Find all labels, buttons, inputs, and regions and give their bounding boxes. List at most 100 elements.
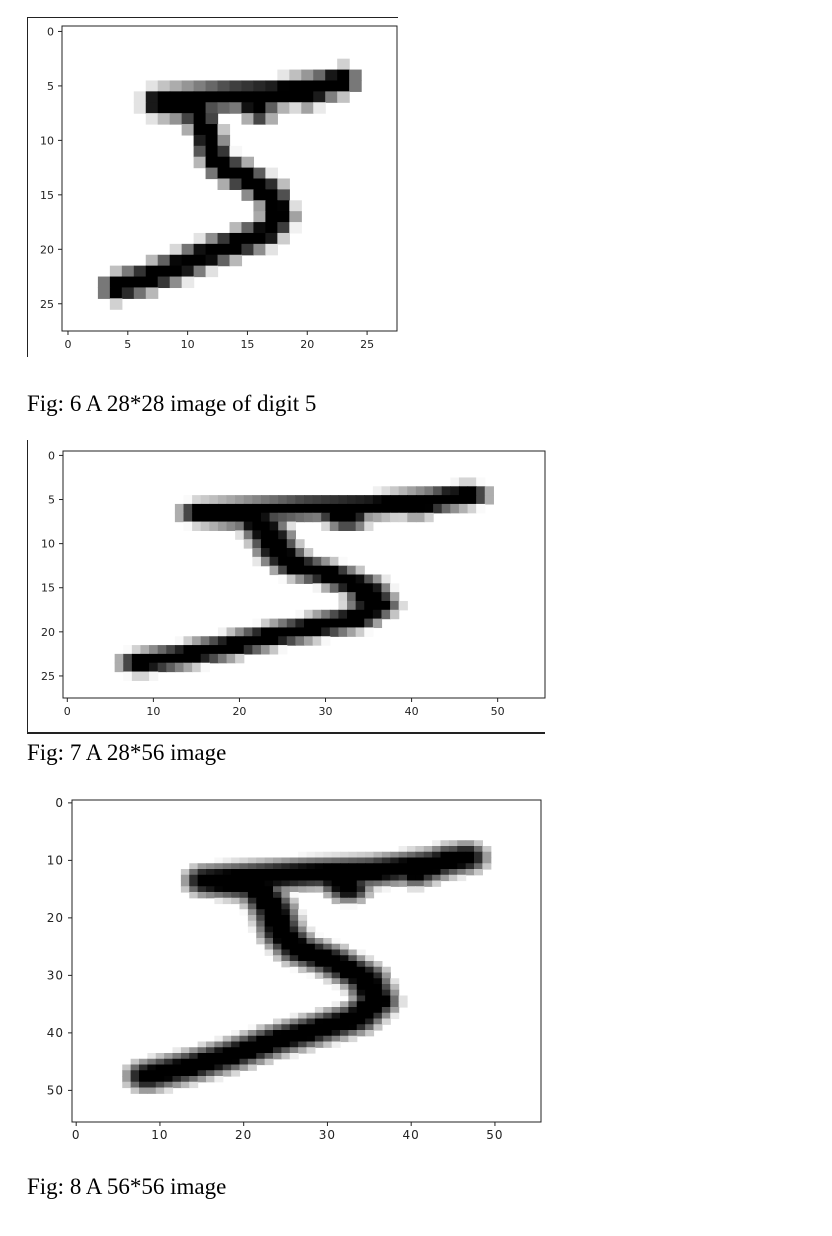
heatmap-cell bbox=[256, 897, 266, 905]
heatmap-cell bbox=[306, 863, 316, 870]
heatmap-cell bbox=[256, 869, 266, 876]
heatmap-cell bbox=[247, 926, 257, 933]
heatmap-cell bbox=[373, 869, 383, 876]
y-tick-label: 10 bbox=[40, 134, 54, 147]
heatmap-cell bbox=[157, 91, 171, 103]
heatmap-cell bbox=[197, 1047, 207, 1054]
heatmap-cell bbox=[209, 521, 219, 531]
heatmap-cell bbox=[398, 503, 408, 514]
heatmap-cell bbox=[340, 949, 349, 956]
heatmap-cell bbox=[209, 636, 219, 646]
heatmap-cell bbox=[197, 892, 207, 899]
heatmap-cell bbox=[295, 556, 305, 567]
heatmap-cell bbox=[214, 1058, 224, 1066]
heatmap-cell bbox=[323, 892, 333, 899]
heatmap-cell bbox=[222, 1035, 232, 1043]
heatmap-cell bbox=[278, 530, 288, 540]
heatmap-cell bbox=[373, 966, 383, 974]
heatmap-cell bbox=[189, 1070, 199, 1077]
heatmap-cell bbox=[314, 961, 324, 968]
heatmap-cell bbox=[260, 503, 271, 514]
heatmap-cell bbox=[197, 869, 207, 876]
heatmap-cell bbox=[247, 920, 257, 928]
heatmap-cell bbox=[289, 1030, 299, 1037]
heatmap-cell bbox=[323, 938, 333, 945]
heatmap-cell bbox=[312, 636, 322, 646]
heatmap-cell bbox=[474, 846, 483, 853]
heatmap-cell bbox=[277, 91, 290, 103]
heatmap-cell bbox=[222, 1053, 232, 1060]
heatmap-cell bbox=[180, 1064, 190, 1071]
heatmap-cell bbox=[278, 636, 288, 646]
heatmap-cell bbox=[423, 846, 433, 853]
heatmap-cell bbox=[348, 995, 358, 1002]
heatmap-cell bbox=[381, 874, 391, 882]
heatmap-cell bbox=[277, 189, 290, 201]
heatmap-cell bbox=[145, 265, 159, 278]
heatmap-cell bbox=[114, 662, 124, 673]
heatmap-cell bbox=[340, 886, 349, 893]
heatmap-cell bbox=[229, 102, 243, 114]
heatmap-cells bbox=[114, 477, 494, 681]
heatmap-cell bbox=[289, 69, 302, 82]
heatmap-cell bbox=[340, 961, 349, 968]
heatmap-cell bbox=[407, 880, 416, 887]
heatmap-cell bbox=[149, 662, 159, 673]
heatmap-cell bbox=[338, 627, 348, 637]
heatmap-cell bbox=[183, 653, 193, 664]
heatmap-cell bbox=[465, 840, 475, 847]
heatmap-cell bbox=[269, 503, 279, 514]
heatmap-cell bbox=[130, 1064, 140, 1071]
heatmap-cell bbox=[269, 521, 279, 531]
heatmap-cell bbox=[133, 102, 147, 114]
heatmap-cell bbox=[180, 874, 190, 882]
heatmap-cell bbox=[139, 1076, 148, 1083]
heatmap-cell bbox=[448, 840, 458, 847]
heatmap-cell bbox=[338, 583, 348, 593]
heatmap-cell bbox=[364, 495, 374, 505]
heatmap-cell bbox=[323, 961, 333, 968]
heatmap-cell bbox=[338, 512, 348, 523]
heatmap-cell bbox=[323, 1035, 333, 1043]
heatmap-cell bbox=[348, 874, 358, 882]
heatmap-cell bbox=[239, 863, 249, 870]
heatmap-cell bbox=[407, 486, 417, 496]
heatmap-cell bbox=[314, 938, 324, 945]
heatmap-cell bbox=[214, 1076, 224, 1083]
heatmap-cell bbox=[381, 495, 391, 505]
heatmap-cell bbox=[222, 892, 232, 899]
heatmap-cell bbox=[247, 1064, 257, 1071]
heatmap-cell bbox=[331, 1007, 341, 1014]
heatmap-cell bbox=[381, 851, 391, 859]
heatmap-cell bbox=[193, 232, 207, 245]
heatmap-cell bbox=[467, 503, 477, 514]
heatmap-cell bbox=[183, 503, 193, 514]
heatmap-cell bbox=[206, 1070, 215, 1077]
heatmap-cell bbox=[306, 961, 316, 968]
heatmap-cell bbox=[214, 886, 224, 893]
heatmap-cell bbox=[269, 565, 279, 576]
heatmap-cell bbox=[348, 1012, 358, 1020]
heatmap-cell bbox=[457, 874, 467, 882]
heatmap-cell bbox=[229, 91, 243, 103]
heatmap-cell bbox=[256, 909, 266, 916]
heatmap-cell bbox=[340, 972, 349, 979]
heatmap-cell bbox=[181, 91, 195, 103]
heatmap-cell bbox=[289, 211, 302, 223]
heatmap-cell bbox=[200, 653, 210, 664]
heatmap-cell bbox=[407, 863, 416, 870]
heatmap-cell bbox=[338, 556, 348, 567]
heatmap-cell bbox=[304, 627, 314, 637]
heatmap-cell bbox=[331, 863, 341, 870]
heatmap-cell bbox=[273, 880, 282, 887]
heatmap-cell bbox=[289, 943, 299, 951]
heatmap-cell bbox=[131, 653, 142, 664]
heatmap-cell bbox=[407, 846, 416, 853]
heatmap-cell bbox=[313, 102, 326, 114]
heatmap-cell bbox=[432, 851, 442, 859]
heatmap-cell bbox=[314, 886, 324, 893]
heatmap-cell bbox=[286, 574, 296, 584]
heatmap-cell bbox=[347, 495, 357, 505]
heatmap-cell bbox=[231, 1070, 241, 1077]
heatmap-cell bbox=[356, 869, 366, 876]
